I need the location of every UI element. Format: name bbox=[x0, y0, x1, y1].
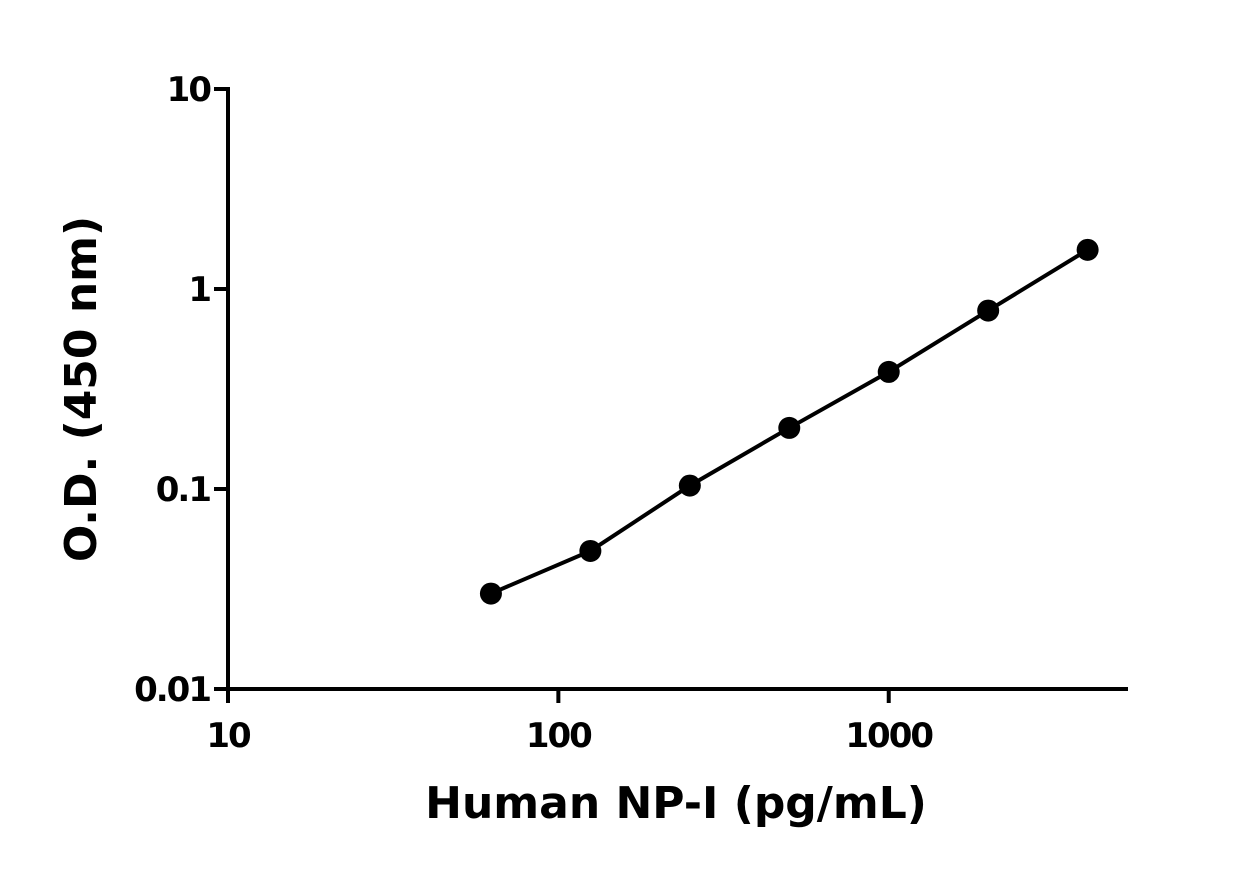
data-point bbox=[579, 539, 602, 562]
data-point bbox=[1076, 238, 1099, 261]
data-point bbox=[479, 582, 502, 605]
y-tick-label: 1 bbox=[188, 270, 210, 310]
y-tick-label: 10 bbox=[167, 70, 212, 110]
x-tick-label: 10 bbox=[206, 716, 251, 756]
x-tick-label: 1000 bbox=[845, 716, 933, 756]
data-point bbox=[778, 416, 801, 439]
x-tick-label: 100 bbox=[526, 716, 592, 756]
y-axis-label: O.D. (450 nm) bbox=[56, 216, 107, 562]
y-tick-label: 0.1 bbox=[156, 470, 211, 510]
x-axis-label: Human NP-I (pg/mL) bbox=[425, 778, 927, 829]
data-point bbox=[678, 474, 701, 497]
data-point bbox=[977, 299, 1000, 322]
data-point bbox=[877, 360, 900, 383]
y-tick-label: 0.01 bbox=[134, 670, 210, 710]
